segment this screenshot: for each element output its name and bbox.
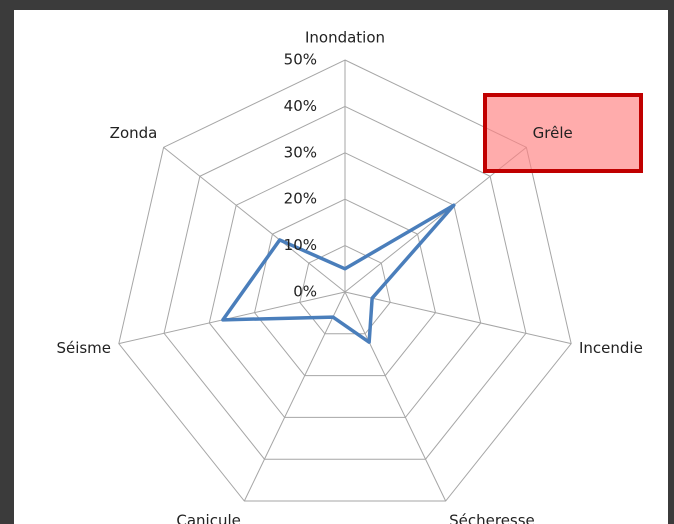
- axis-label: Inondation: [305, 29, 385, 47]
- axis-label: Zonda: [110, 124, 158, 142]
- spoke: [163, 146, 346, 293]
- axis-label: Grêle: [533, 124, 573, 142]
- spoke: [243, 291, 346, 502]
- highlight-box: [483, 93, 643, 173]
- series-line: [221, 203, 456, 344]
- grid-ring: [208, 152, 482, 418]
- grid-ring: [253, 198, 437, 377]
- spoke: [118, 291, 346, 345]
- grid-ring: [299, 245, 391, 335]
- tick-label: 0%: [293, 283, 317, 301]
- tick-label: 30%: [284, 143, 317, 161]
- tick-label: 20%: [284, 190, 317, 208]
- spoke: [344, 291, 447, 502]
- axis-label: Sécheresse: [449, 511, 535, 524]
- axis-label: Séisme: [56, 339, 111, 357]
- axis-label: Canicule: [176, 511, 241, 524]
- axis-label: Incendie: [579, 339, 643, 357]
- grid-ring: [118, 59, 572, 502]
- grid-ring: [163, 105, 527, 460]
- tick-label: 10%: [284, 236, 317, 254]
- tick-label: 50%: [284, 51, 317, 69]
- tick-label: 40%: [284, 97, 317, 115]
- spoke: [344, 291, 572, 345]
